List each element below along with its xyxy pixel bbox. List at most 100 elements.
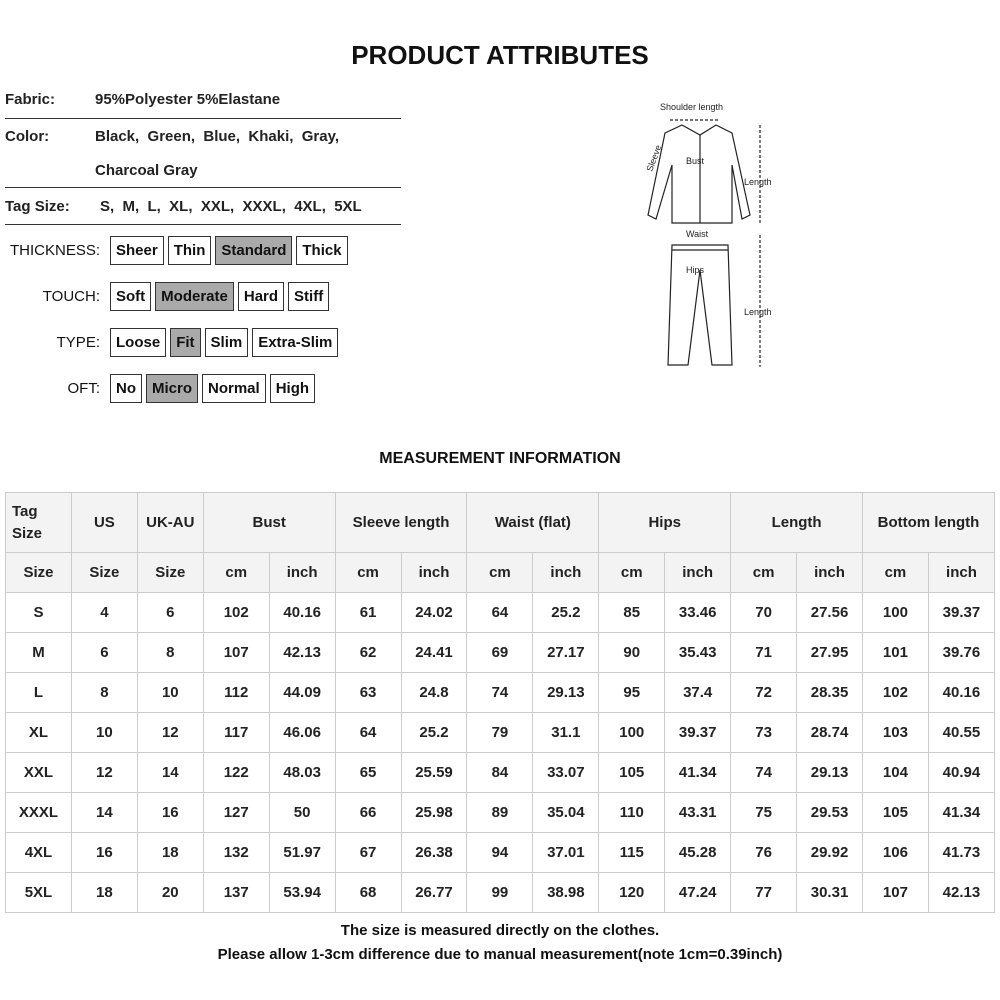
table-cell: 85 [598,592,666,633]
attr-value: S, M, L, XL, XXL, XXXL, 4XL, 5XL [100,198,362,215]
table-cell: 41.34 [927,792,996,833]
table-cell: 74 [466,672,534,713]
unit-header: cm [202,552,270,593]
table-row: L 8 10 112 44.09 63 24.8 74 29.13 95 37.4 72 28.35 10… [5,672,996,713]
table-cell: 102 [202,592,270,633]
table-cell: 18 [70,872,138,913]
table-cell: 25.2 [400,712,468,753]
table-cell: 89 [466,792,534,833]
table-cell: 100 [861,592,929,633]
table-cell: 62 [334,632,402,673]
option-chip: Standard [215,236,293,265]
table-cell: 6 [136,592,204,633]
table-cell: 8 [70,672,138,713]
table-cell: 4 [70,592,138,633]
column-header: Hips [598,492,732,553]
page-title: PRODUCT ATTRIBUTES [351,40,649,70]
column-header: Sleeve length [334,492,468,553]
unit-header: inch [532,552,600,593]
attr-value: 95%Polyester 5%Elastane [95,91,281,108]
table-cell: 115 [598,832,666,873]
table-cell: 120 [598,872,666,913]
table-cell: 35.43 [664,632,732,673]
table-cell: 132 [202,832,270,873]
table-cell: 94 [466,832,534,873]
table-cell: 12 [70,752,138,793]
measurement-title: MEASUREMENT INFORMATION [379,450,621,467]
table-cell: 37.01 [532,832,600,873]
table-cell: 79 [466,712,534,753]
table-cell: 8 [136,632,204,673]
table-cell: 26.77 [400,872,468,913]
label-waist: Waist [686,229,709,239]
attr-value: Black, Green, Blue, Khaki, Gray, [95,128,339,145]
table-cell: 46.06 [268,712,336,753]
divider [5,224,401,225]
unit-header: inch [268,552,336,593]
table-cell: 106 [861,832,929,873]
table-cell: 75 [730,792,798,833]
table-cell: 45.28 [664,832,732,873]
table-cell: 44.09 [268,672,336,713]
table-cell: 25.98 [400,792,468,833]
table-cell: 40.16 [268,592,336,633]
option-row: TOUCH: Soft Moderate Hard Stiff [0,282,333,311]
table-cell: 42.13 [268,632,336,673]
table-cell: 42.13 [927,872,996,913]
table-cell: 29.92 [796,832,863,873]
table-cell: 102 [861,672,929,713]
table-cell: 50 [268,792,336,833]
table-cell: 29.53 [796,792,863,833]
table-cell: 99 [466,872,534,913]
option-chip: Slim [204,328,249,357]
table-cell: 29.13 [796,752,863,793]
table-cell: 33.46 [664,592,732,633]
option-label: TOUCH: [42,288,100,305]
table-cell: 10 [136,672,204,713]
table-cell: 28.35 [796,672,863,713]
column-header: Bust [202,492,336,553]
table-cell: 105 [598,752,666,793]
table-cell: 43.31 [664,792,732,833]
table-cell: 27.17 [532,632,600,673]
garment-diagram: Shoulder length Sleeve Bust Length Waist… [645,102,772,367]
size-table: Tag Size US UK-AU Bust Sleeve length Waist (f… [5,492,996,913]
table-cell: 110 [598,792,666,833]
attr-fabric: Fabric: 95%Polyester 5%Elastane [5,91,401,111]
table-cell: 40.55 [927,712,996,753]
table-cell: 31.1 [532,712,600,753]
table-cell: S [5,592,72,633]
table-cell: 37.4 [664,672,732,713]
table-row: M 6 8 107 42.13 62 24.41 69 27.17 90 35.43 71 27.95 1… [5,632,996,673]
table-cell: 103 [861,712,929,753]
table-row: 5XL 18 20 137 53.94 68 26.77 99 38.98 120 47.24 77 3… [5,872,996,913]
column-header: US [70,492,138,553]
table-cell: 39.37 [927,592,996,633]
unit-header: Size [5,552,72,593]
table-cell: 24.41 [400,632,468,673]
table-cell: 47.24 [664,872,732,913]
column-header: Length [730,492,863,553]
table-cell: 35.04 [532,792,600,833]
table-cell: L [5,672,72,713]
table-cell: 18 [136,832,204,873]
column-header: Bottom length [861,492,996,553]
table-cell: 72 [730,672,798,713]
unit-header: inch [400,552,468,593]
table-cell: 25.59 [400,752,468,793]
table-cell: 74 [730,752,798,793]
table-cell: 73 [730,712,798,753]
table-cell: 51.97 [268,832,336,873]
label-length-bottom: Length [744,307,772,317]
table-cell: 65 [334,752,402,793]
column-header: UK-AU [136,492,204,553]
table-cell: 39.37 [664,712,732,753]
option-chip: Normal [202,374,266,403]
table-cell: 122 [202,752,270,793]
option-chip: Stiff [288,282,330,311]
table-row: XXL 12 14 122 48.03 65 25.59 84 33.07 105 41.34 74 2… [5,752,996,793]
table-cell: 14 [70,792,138,833]
column-header: Tag Size [5,492,72,553]
table-cell: 127 [202,792,270,833]
table-cell: 41.34 [664,752,732,793]
